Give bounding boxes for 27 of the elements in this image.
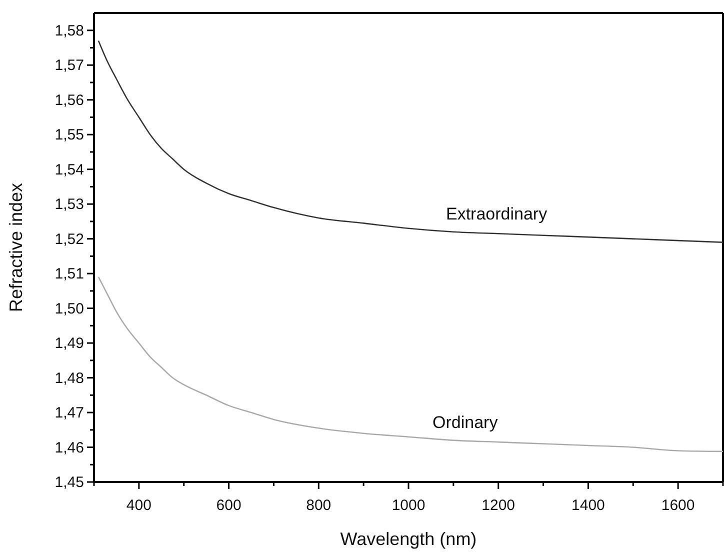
- y-tick-label: 1,50: [54, 300, 84, 318]
- y-tick-label: 1,51: [54, 266, 84, 283]
- series-label: Extraordinary: [446, 204, 548, 224]
- x-tick-label: 1600: [661, 497, 695, 514]
- y-tick-label: 1,53: [54, 196, 84, 214]
- y-tick-label: 1,56: [54, 92, 84, 109]
- y-tick-label: 1,49: [54, 335, 84, 352]
- y-tick-label: 1,52: [54, 230, 84, 248]
- x-tick-label: 1000: [392, 497, 426, 514]
- y-tick-label: 1,48: [54, 370, 84, 387]
- y-tick-label: 1,54: [54, 161, 84, 178]
- x-axis-title: Wavelength (nm): [340, 529, 477, 549]
- y-tick-label: 1,46: [54, 439, 84, 456]
- y-tick-label: 1,57: [54, 57, 84, 74]
- x-tick-label: 400: [126, 497, 152, 514]
- y-tick-label: 1,55: [54, 126, 84, 144]
- y-tick-label: 1,47: [54, 404, 84, 422]
- y-tick-label: 1,58: [54, 22, 84, 40]
- y-axis-title: Refractive index: [6, 182, 26, 312]
- y-tick-label: 1,45: [54, 474, 84, 491]
- line-series: [98, 40, 724, 243]
- x-tick-label: 1400: [572, 497, 605, 514]
- line-series: [98, 276, 724, 452]
- series-label: Ordinary: [432, 413, 498, 432]
- x-tick-label: 800: [306, 497, 332, 514]
- x-tick-label: 600: [216, 497, 242, 514]
- x-tick-label: 1200: [482, 497, 516, 514]
